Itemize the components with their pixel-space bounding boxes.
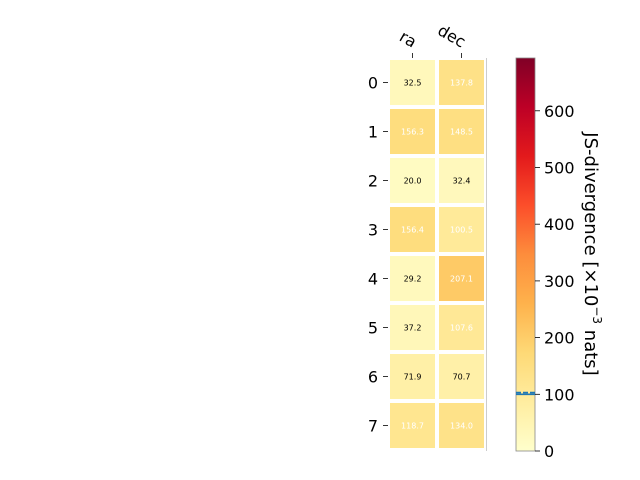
row-label-0: 0 — [368, 74, 378, 93]
cell-value-label: 207.1 — [450, 275, 473, 284]
heatmap-cells — [390, 60, 484, 448]
column-tick-labels: ra dec — [396, 21, 469, 58]
cell-value-label: 118.7 — [401, 422, 424, 431]
heatmap-cell-1-ra — [390, 109, 435, 154]
heatmap-cell-labels: 32.5 137.8 156.3 148.5 20.0 32.4 156.4 100.5 29.… — [401, 79, 473, 431]
heatmap-cell-7-ra — [390, 403, 435, 448]
colorbar-tick-label: 600 — [544, 102, 575, 121]
cell-value-label: 20.0 — [404, 177, 422, 186]
row-label-4: 4 — [368, 270, 378, 289]
heatmap-cell-3-dec — [439, 207, 484, 252]
row-label-2: 2 — [368, 172, 378, 191]
colorbar-tick-label: 100 — [544, 385, 575, 404]
heatmap-cell-6-dec — [439, 354, 484, 399]
cell-value-label: 156.3 — [401, 128, 424, 137]
colorbar-tick-label: 200 — [544, 329, 575, 348]
colorbar-tick-label: 300 — [544, 272, 575, 291]
colorbar-tick-label: 500 — [544, 158, 575, 177]
colorbar-tick-label: 0 — [544, 442, 554, 461]
heatmap-cell-5-ra — [390, 305, 435, 350]
heatmap-cell-4-dec — [439, 256, 484, 301]
cell-value-label: 100.5 — [450, 226, 473, 235]
row-label-5: 5 — [368, 319, 378, 338]
heatmap-cell-2-dec — [439, 158, 484, 203]
column-label-ra: ra — [396, 27, 420, 52]
colorbar-ticks: 0 100 200 300 400 500 600 — [535, 102, 575, 461]
heatmap-cell-1-dec — [439, 109, 484, 154]
cell-value-label: 32.4 — [453, 177, 471, 186]
heatmap-cell-5-dec — [439, 305, 484, 350]
column-label-dec: dec — [435, 21, 469, 52]
cell-value-label: 148.5 — [450, 128, 473, 137]
cell-value-label: 156.4 — [401, 226, 424, 235]
cell-value-label: 134.0 — [450, 422, 473, 431]
heatmap-cell-0-dec — [439, 60, 484, 105]
heatmap-cell-2-ra — [390, 158, 435, 203]
row-label-7: 7 — [368, 417, 378, 436]
row-label-1: 1 — [368, 123, 378, 142]
cell-value-label: 71.9 — [404, 373, 422, 382]
row-label-6: 6 — [368, 368, 378, 387]
cell-value-label: 37.2 — [404, 324, 422, 333]
row-label-3: 3 — [368, 221, 378, 240]
colorbar: 0 100 200 300 400 500 600 — [515, 57, 575, 461]
row-tick-labels: 0 1 2 3 4 5 6 7 — [368, 74, 388, 436]
colorbar-label: JS-divergence [×10−3 nats] — [580, 131, 605, 375]
colorbar-reference-lines — [516, 391, 535, 396]
heatmap-cell-4-ra — [390, 256, 435, 301]
cell-value-label: 70.7 — [453, 373, 471, 382]
colorbar-tick-label: 400 — [544, 215, 575, 234]
cell-value-label: 32.5 — [404, 79, 422, 88]
heatmap-cell-6-ra — [390, 354, 435, 399]
heatmap-cell-3-ra — [390, 207, 435, 252]
heatmap-cell-7-dec — [439, 403, 484, 448]
colorbar-gradient — [515, 57, 536, 452]
cell-value-label: 29.2 — [404, 275, 422, 284]
heatmap-cell-0-ra — [390, 60, 435, 105]
cell-value-label: 107.6 — [450, 324, 473, 333]
cell-value-label: 137.8 — [450, 79, 473, 88]
